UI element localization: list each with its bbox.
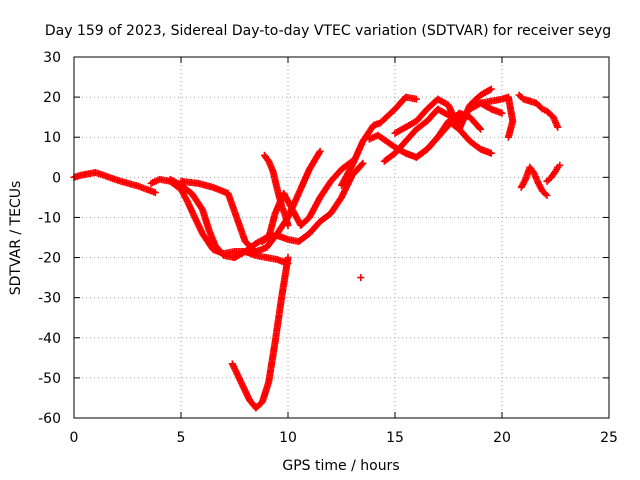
y-tick-label: 20	[43, 90, 61, 106]
data-point	[543, 191, 551, 199]
data-point	[476, 124, 484, 132]
axis-ticks: 0 5 10 15 20 25 -60 -50 -40 -30 -20 -10 0 10 20 30	[38, 50, 618, 446]
data-point	[498, 109, 506, 117]
series-arc-n	[543, 161, 564, 185]
data-point	[151, 189, 159, 197]
series-arc-l	[515, 91, 562, 131]
series-arc-e	[258, 157, 356, 246]
x-tick-label: 0	[70, 430, 79, 446]
y-tick-label: -40	[38, 331, 61, 347]
series-arc-dip	[228, 254, 292, 412]
plot-frame	[73, 56, 610, 419]
series-arc-spike	[260, 151, 292, 229]
series-arc-m	[517, 163, 551, 199]
data-point	[284, 254, 292, 262]
data-point	[487, 149, 495, 157]
x-tick-label: 5	[177, 430, 186, 446]
x-tick-label: 15	[386, 430, 404, 446]
data-point	[554, 123, 562, 131]
y-tick-label: -10	[38, 210, 61, 226]
data-point	[359, 159, 367, 167]
x-tick-label: 10	[279, 430, 297, 446]
y-tick-label: 10	[43, 130, 61, 146]
series-arc-j	[412, 109, 485, 161]
data-point	[486, 86, 494, 94]
data-point	[487, 85, 495, 93]
data-point	[504, 133, 512, 141]
y-tick-label: -20	[38, 251, 61, 267]
data-point	[358, 160, 366, 168]
data-point	[284, 221, 292, 229]
data-point	[412, 95, 420, 103]
data-point	[357, 274, 365, 282]
y-tick-label: 30	[43, 50, 61, 66]
data-point	[316, 147, 324, 155]
series-arc-early	[70, 169, 159, 197]
chart-title: Day 159 of 2023, Sidereal Day-to-day VTE…	[45, 23, 611, 39]
data-point	[315, 149, 323, 157]
series-arc-k	[477, 93, 517, 141]
grid	[74, 57, 609, 418]
y-axis-label: SDTVAR / TECUs	[8, 181, 24, 296]
series-arc-f	[338, 93, 420, 189]
series-isolated	[357, 274, 365, 282]
data-point	[550, 169, 558, 177]
y-tick-label: -30	[38, 291, 61, 307]
data-point	[542, 190, 550, 198]
x-tick-label: 20	[493, 430, 511, 446]
data-point	[556, 161, 564, 169]
x-axis-label: GPS time / hours	[282, 458, 399, 474]
data-points	[70, 85, 564, 412]
x-tick-label: 25	[600, 430, 618, 446]
y-tick-label: -60	[38, 411, 61, 427]
y-tick-label: 0	[52, 170, 61, 186]
data-point	[477, 125, 485, 133]
y-tick-label: -50	[38, 371, 61, 387]
